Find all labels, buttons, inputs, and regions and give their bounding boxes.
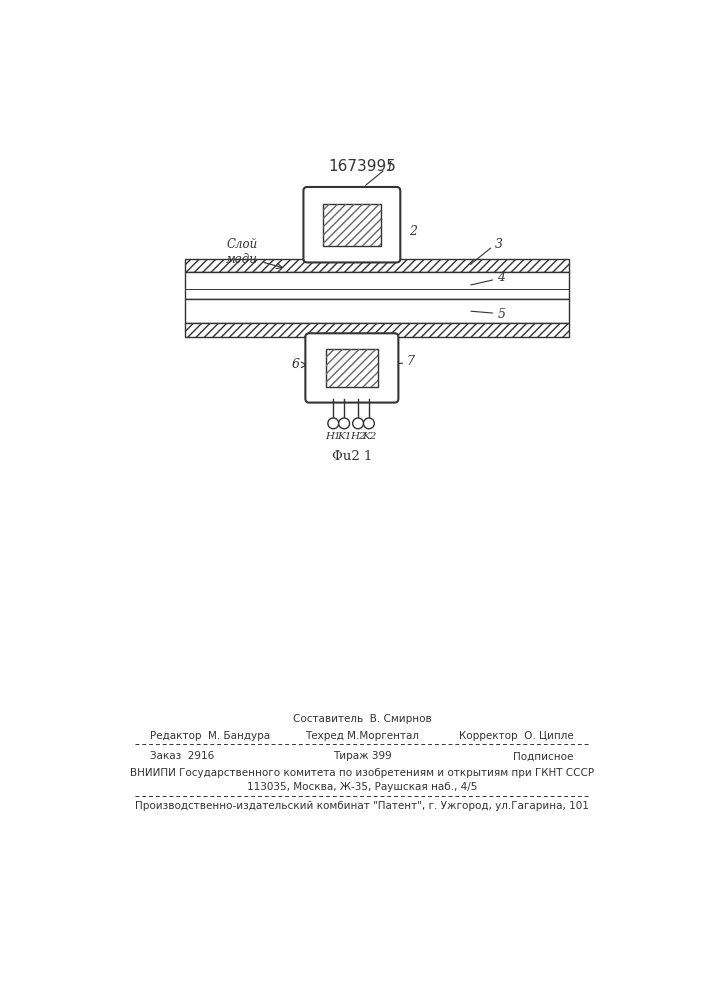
Text: K1: K1	[337, 432, 351, 441]
Bar	[185, 272, 569, 299]
Circle shape	[363, 418, 374, 429]
Bar	[185, 259, 569, 272]
Bar	[185, 259, 569, 272]
Text: 7: 7	[406, 355, 414, 368]
Text: K2: K2	[362, 432, 376, 441]
Text: 1: 1	[385, 161, 393, 174]
Text: 1673995: 1673995	[328, 159, 396, 174]
Circle shape	[339, 418, 349, 429]
Text: Заказ  2916: Заказ 2916	[151, 751, 215, 761]
Text: Редактор  М. Бандура: Редактор М. Бандура	[151, 731, 271, 741]
Bar	[325, 349, 378, 387]
Text: 6: 6	[291, 358, 299, 371]
Bar	[185, 323, 569, 337]
Text: Φu2 1: Φu2 1	[332, 450, 372, 463]
Bar	[325, 349, 378, 387]
Text: Подписное: Подписное	[513, 751, 573, 761]
Text: 5: 5	[498, 308, 506, 321]
Text: Производственно-издательский комбинат "Патент", г. Ужгород, ул.Гагарина, 101: Производственно-издательский комбинат "П…	[135, 801, 589, 811]
Bar	[323, 204, 380, 246]
Bar	[185, 323, 569, 337]
FancyBboxPatch shape	[303, 187, 400, 262]
Text: Техред М.Моргентал: Техред М.Моргентал	[305, 731, 419, 741]
Text: Корректор  О. Ципле: Корректор О. Ципле	[459, 731, 573, 741]
Text: H2: H2	[350, 432, 366, 441]
Text: 3: 3	[495, 238, 503, 251]
Text: ВНИИПИ Государственного комитета по изобретениям и открытиям при ГКНТ СССР: ВНИИПИ Государственного комитета по изоб…	[130, 768, 594, 778]
Text: 2: 2	[409, 225, 418, 238]
Text: H1: H1	[325, 432, 341, 441]
Circle shape	[353, 418, 363, 429]
Bar	[185, 299, 569, 323]
FancyBboxPatch shape	[305, 333, 398, 403]
Text: 4: 4	[498, 271, 506, 284]
Text: Слой
меди: Слой меди	[226, 238, 258, 266]
Text: Тираж 399: Тираж 399	[332, 751, 392, 761]
Text: 113035, Москва, Ж-35, Раушская наб., 4/5: 113035, Москва, Ж-35, Раушская наб., 4/5	[247, 782, 477, 792]
Text: Составитель  В. Смирнов: Составитель В. Смирнов	[293, 714, 431, 724]
Circle shape	[328, 418, 339, 429]
Bar	[323, 204, 380, 246]
